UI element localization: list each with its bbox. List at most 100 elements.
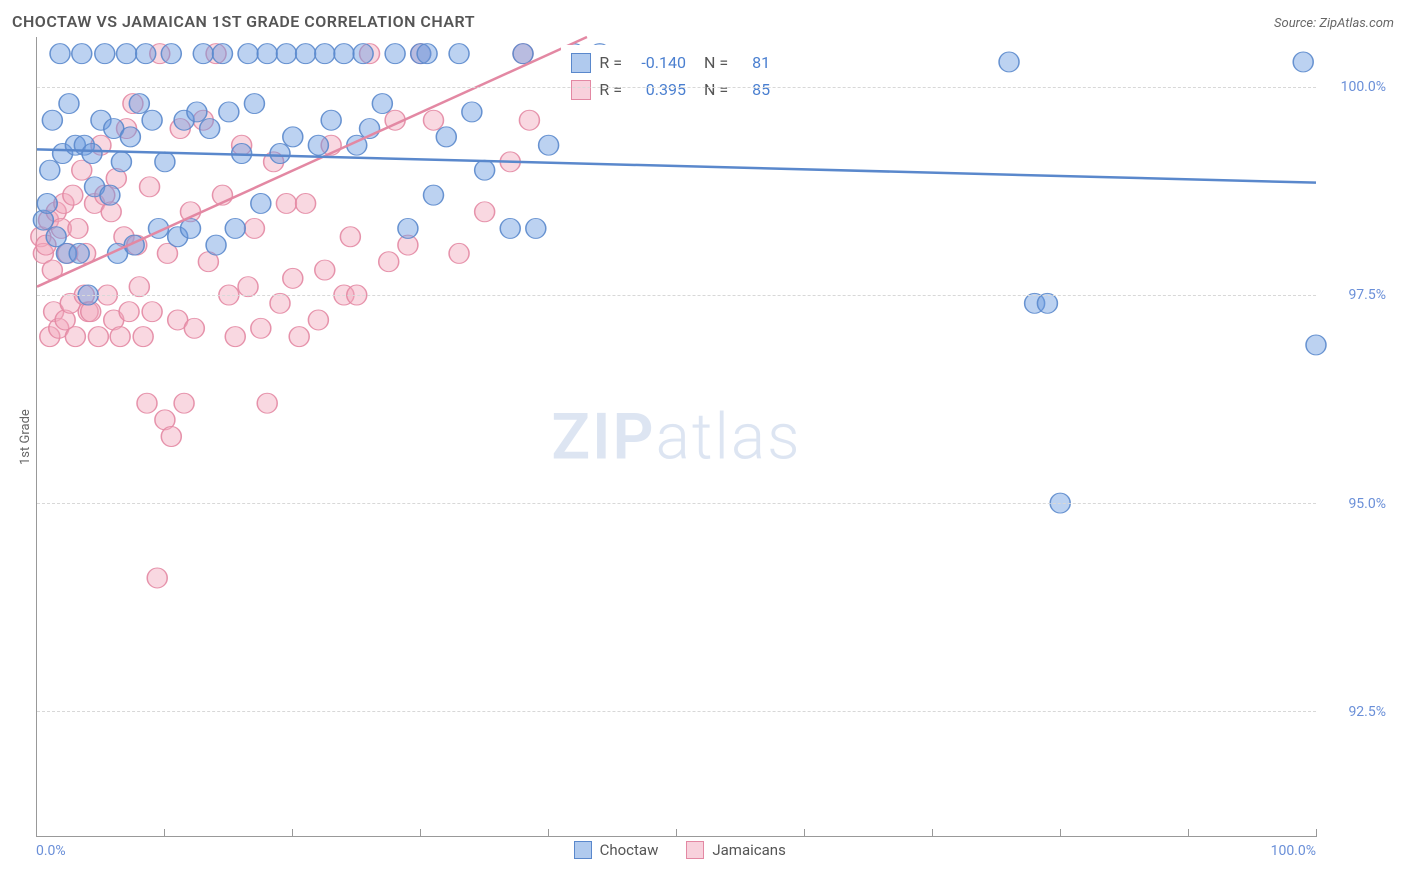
x-tick-label: 0.0% xyxy=(36,843,66,859)
stat-r-label: R = xyxy=(599,76,622,103)
data-point xyxy=(212,44,232,64)
data-point xyxy=(68,218,88,238)
data-point xyxy=(136,44,156,64)
data-point xyxy=(120,127,140,147)
data-point xyxy=(42,110,62,130)
data-point xyxy=(315,44,335,64)
data-point xyxy=(1293,52,1313,72)
x-tick-mark xyxy=(932,829,933,837)
data-point xyxy=(63,185,83,205)
data-point xyxy=(100,185,120,205)
legend-swatch xyxy=(686,841,704,859)
data-point xyxy=(296,193,316,213)
data-point xyxy=(161,427,181,447)
data-point xyxy=(340,227,360,247)
data-point xyxy=(423,185,443,205)
stat-n-label: N = xyxy=(704,49,728,76)
data-point xyxy=(315,260,335,280)
data-point xyxy=(500,218,520,238)
data-point xyxy=(111,152,131,172)
data-point xyxy=(257,393,277,413)
data-point xyxy=(238,44,258,64)
x-tick-mark xyxy=(804,829,805,837)
data-point xyxy=(283,268,303,288)
data-point xyxy=(187,102,207,122)
data-point xyxy=(462,102,482,122)
legend-swatch xyxy=(574,841,592,859)
data-point xyxy=(449,44,469,64)
data-point xyxy=(244,94,264,114)
data-point xyxy=(257,44,277,64)
data-point xyxy=(69,243,89,263)
series-swatch xyxy=(571,53,591,73)
data-point xyxy=(539,135,559,155)
trend-line xyxy=(37,149,1316,182)
y-tick-label: 100.0% xyxy=(1341,79,1386,95)
stat-r-value: -0.140 xyxy=(630,49,686,76)
x-tick-mark xyxy=(292,829,293,837)
data-point xyxy=(65,327,85,347)
stat-n-value: 85 xyxy=(736,76,770,103)
x-tick-mark xyxy=(36,829,37,837)
data-point xyxy=(308,135,328,155)
x-tick-mark xyxy=(164,829,165,837)
data-point xyxy=(140,177,160,197)
data-point xyxy=(385,44,405,64)
legend-bottom: ChoctawJamaicans xyxy=(574,841,786,859)
x-tick-mark xyxy=(676,829,677,837)
data-point xyxy=(137,393,157,413)
data-point xyxy=(379,252,399,272)
x-tick-mark xyxy=(548,829,549,837)
stat-r-value: 0.395 xyxy=(630,76,686,103)
data-point xyxy=(296,44,316,64)
data-point xyxy=(334,44,354,64)
data-point xyxy=(133,327,153,347)
chart-title: CHOCTAW VS JAMAICAN 1ST GRADE CORRELATIO… xyxy=(12,12,475,31)
data-point xyxy=(95,44,115,64)
gridline xyxy=(37,87,1316,88)
data-point xyxy=(238,277,258,297)
data-point xyxy=(82,144,102,164)
data-point xyxy=(276,193,296,213)
data-point xyxy=(475,202,495,222)
stat-r-label: R = xyxy=(599,49,622,76)
stat-n-label: N = xyxy=(704,76,728,103)
data-point xyxy=(270,144,290,164)
stats-row: R =-0.140N =81 xyxy=(571,49,770,76)
data-point xyxy=(270,293,290,313)
y-tick-label: 92.5% xyxy=(1348,704,1386,720)
data-point xyxy=(142,302,162,322)
data-point xyxy=(225,218,245,238)
data-point xyxy=(308,310,328,330)
plot-area: ZIPatlas R =-0.140N =81R =0.395N =85 xyxy=(36,37,1316,837)
data-point xyxy=(353,44,373,64)
y-tick-label: 95.0% xyxy=(1348,496,1386,512)
data-point xyxy=(244,218,264,238)
data-point xyxy=(117,44,137,64)
gridline xyxy=(37,295,1316,296)
data-point xyxy=(372,94,392,114)
x-tick-row: ChoctawJamaicans 0.0% 100.0% xyxy=(36,837,1394,865)
data-point xyxy=(1037,293,1057,313)
data-point xyxy=(219,102,239,122)
data-point xyxy=(225,327,245,347)
data-point xyxy=(526,218,546,238)
x-tick-mark xyxy=(1060,829,1061,837)
stats-legend-box: R =-0.140N =81R =0.395N =85 xyxy=(561,45,780,107)
x-tick-mark xyxy=(1188,829,1189,837)
data-point xyxy=(142,110,162,130)
data-point xyxy=(398,218,418,238)
data-point xyxy=(193,44,213,64)
header: CHOCTAW VS JAMAICAN 1ST GRADE CORRELATIO… xyxy=(12,12,1394,31)
y-axis-label: 1st Grade xyxy=(12,37,36,837)
data-point xyxy=(519,110,539,130)
data-point xyxy=(119,302,139,322)
data-point xyxy=(513,44,533,64)
data-point xyxy=(999,52,1019,72)
data-point xyxy=(206,235,226,255)
data-point xyxy=(475,160,495,180)
data-point xyxy=(72,44,92,64)
x-tick-label: 100.0% xyxy=(1271,843,1316,859)
data-point xyxy=(174,393,194,413)
data-point xyxy=(200,119,220,139)
